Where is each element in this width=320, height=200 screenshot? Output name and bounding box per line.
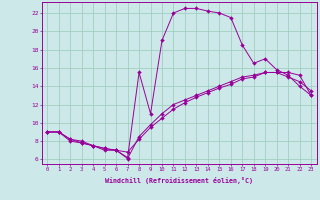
X-axis label: Windchill (Refroidissement éolien,°C): Windchill (Refroidissement éolien,°C): [105, 177, 253, 184]
